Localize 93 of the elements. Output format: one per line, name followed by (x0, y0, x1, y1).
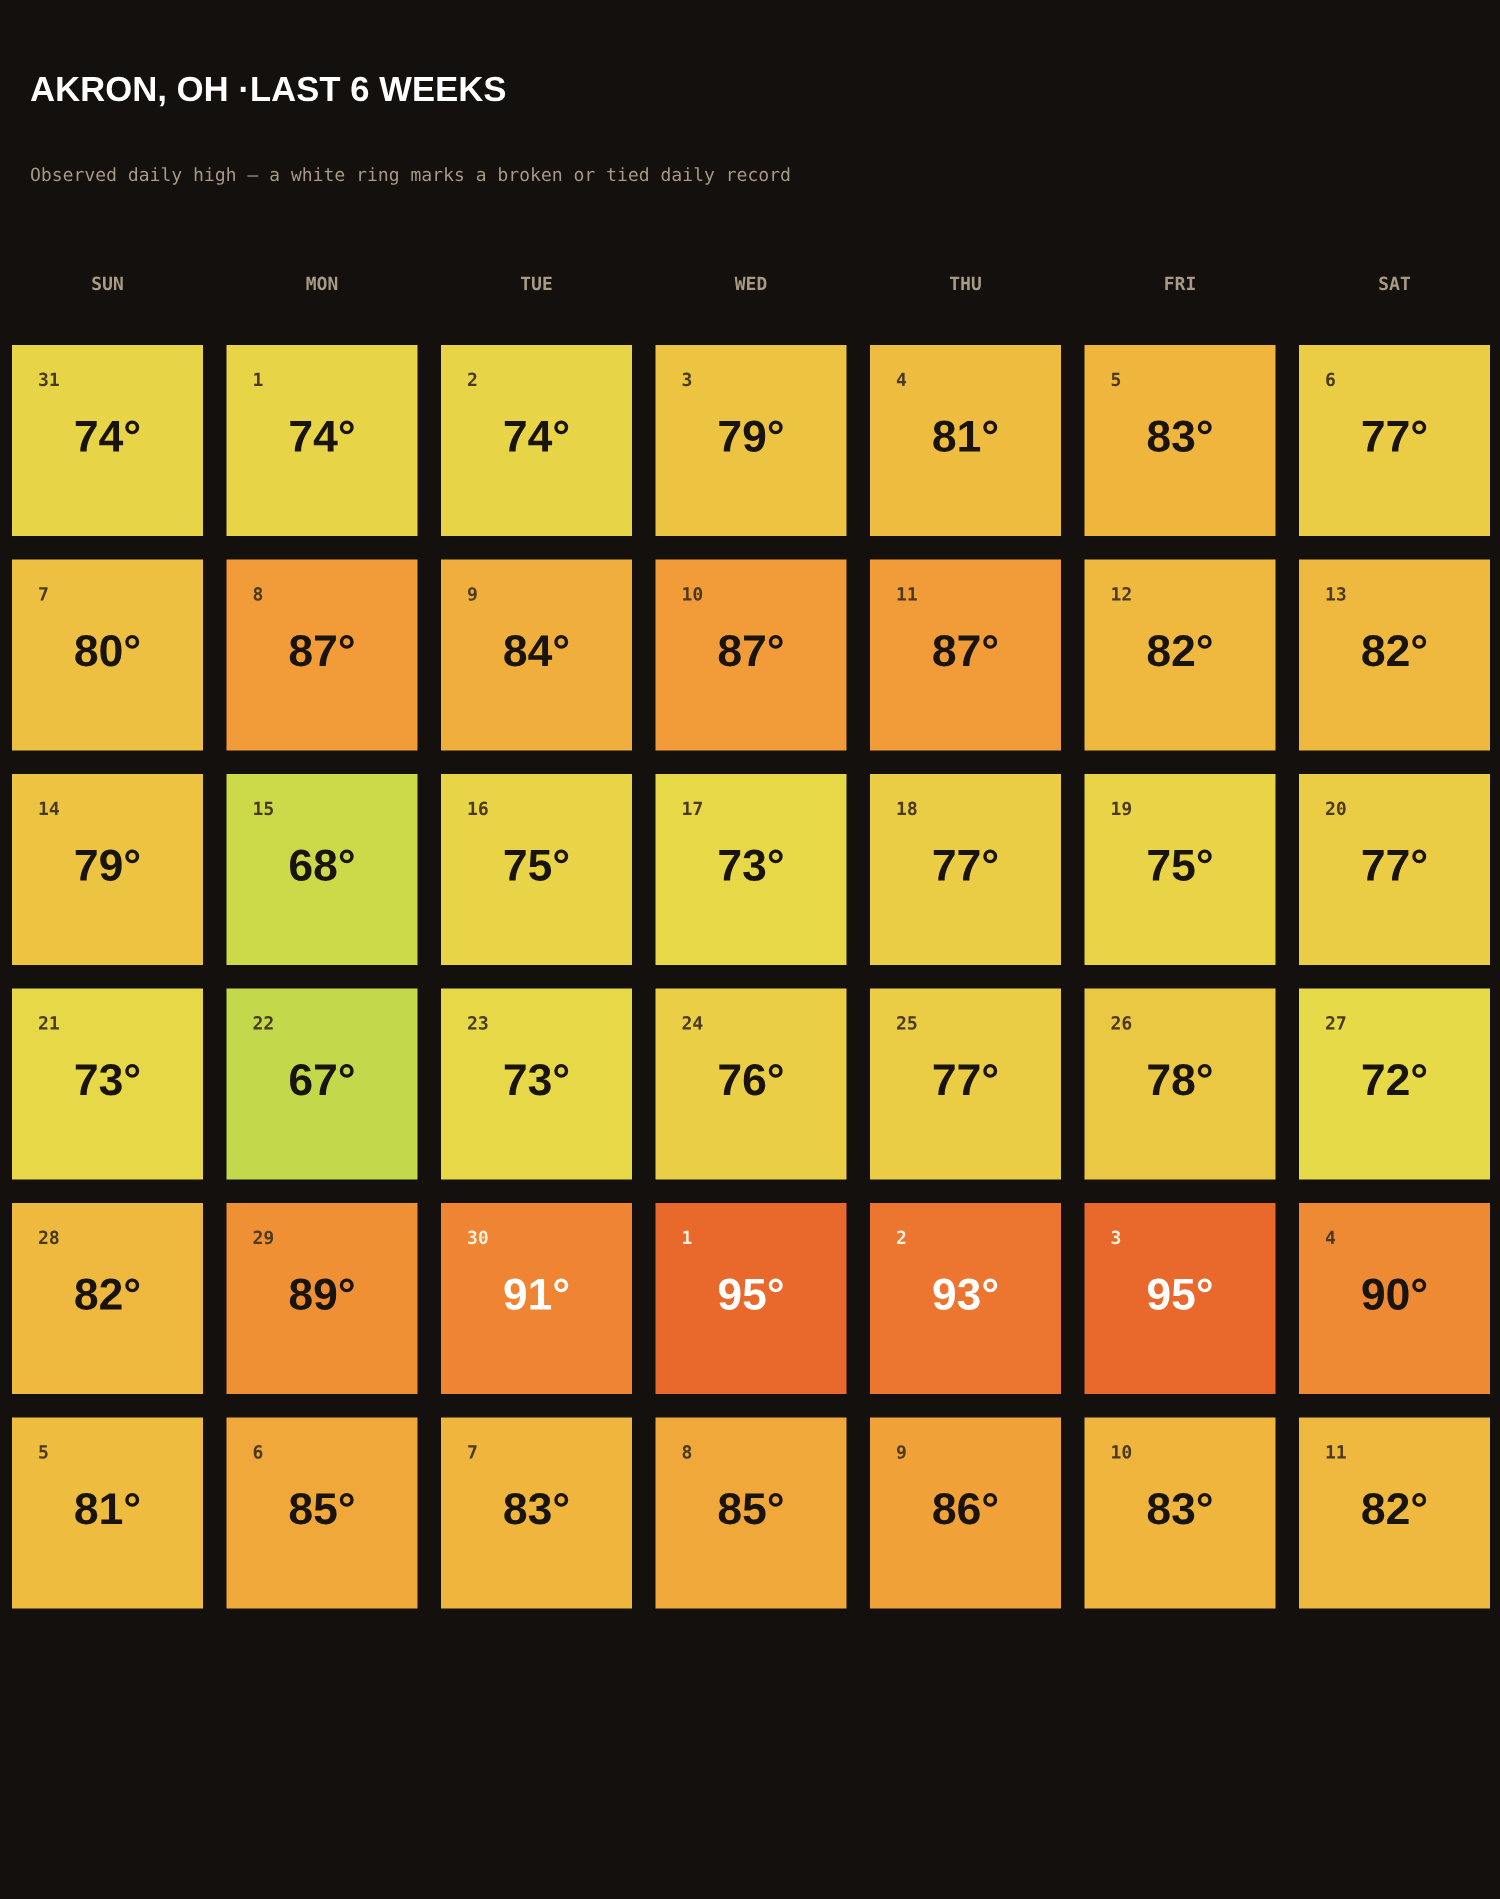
annotation: 25 (897, 1016, 917, 1030)
data-label: 74° (504, 420, 569, 452)
annotation: 2 (897, 1230, 906, 1244)
data-label: 77° (933, 1064, 998, 1095)
data-label: 72° (1362, 1063, 1427, 1095)
data-label: 83° (504, 1492, 569, 1525)
annotation: 29 (253, 1230, 274, 1245)
annotation: 8 (682, 1445, 692, 1459)
data-label: 85° (718, 1492, 783, 1525)
annotation: 17 (683, 801, 702, 815)
data-label: 73° (719, 849, 783, 881)
annotation: 28 (39, 1230, 59, 1245)
annotation: 27 (1326, 1016, 1346, 1030)
annotation: 1 (683, 1230, 692, 1244)
data-label: 77° (1362, 420, 1427, 452)
data-label: 89° (289, 1278, 354, 1310)
data-label: 77° (1362, 849, 1427, 881)
x-tick-label: SUN (92, 276, 123, 291)
annotation: 9 (467, 587, 477, 601)
data-label: 78° (1148, 1063, 1212, 1096)
data-label: 87° (289, 634, 354, 667)
data-label: 67° (290, 1063, 354, 1096)
x-tick-label: FRI (1165, 276, 1195, 290)
data-label: 75° (1148, 849, 1212, 881)
data-label: 75° (504, 849, 569, 881)
annotation: 13 (1326, 587, 1346, 601)
annotation: 24 (682, 1016, 703, 1030)
data-label: 74° (75, 420, 140, 452)
annotation: 7 (468, 1445, 477, 1459)
chart-subtitle: Observed daily high — a white ring marks a broken or tied daily record (31, 167, 790, 185)
data-label: 84° (504, 634, 569, 667)
chart-title: AKRON, OH ·LAST 6 WEEKS (30, 76, 506, 107)
data-label: 79° (75, 849, 140, 881)
data-label: 74° (290, 420, 354, 452)
data-label: 87° (718, 634, 783, 667)
annotation: 9 (896, 1445, 906, 1459)
annotation: 8 (253, 587, 263, 601)
annotation: 10 (1112, 1445, 1132, 1459)
annotation: 16 (468, 801, 488, 816)
annotation: 31 (39, 372, 59, 387)
data-label: 76° (719, 1063, 783, 1096)
annotation: 4 (896, 372, 907, 386)
annotation: 6 (253, 1445, 263, 1459)
data-label: 77° (933, 849, 998, 881)
annotation: 6 (1326, 372, 1335, 387)
data-label: 86° (933, 1492, 998, 1525)
data-label: 82° (1362, 634, 1427, 667)
annotation: 22 (253, 1016, 273, 1030)
annotation: 20 (1326, 801, 1346, 816)
x-tick-label: MON (306, 276, 338, 291)
data-label: 93° (933, 1278, 998, 1310)
data-label: 85° (289, 1492, 354, 1525)
annotation: 12 (1112, 587, 1131, 601)
x-tick-label: WED (734, 276, 767, 290)
annotation: 3 (1111, 1230, 1121, 1245)
data-label: 81° (933, 420, 998, 452)
annotation: 18 (897, 801, 917, 816)
annotation: 4 (1325, 1230, 1336, 1244)
data-label: 79° (719, 420, 783, 452)
annotation: 30 (468, 1230, 488, 1245)
annotation: 11 (897, 587, 917, 601)
data-label: 91° (504, 1278, 569, 1310)
x-tick-label: THU (949, 276, 981, 291)
annotation: 5 (39, 1445, 48, 1459)
x-tick-label: TUE (520, 276, 552, 291)
annotation: 19 (1112, 801, 1132, 816)
annotation: 1 (254, 372, 263, 386)
data-label: 82° (75, 1278, 140, 1310)
annotation: 11 (1326, 1445, 1346, 1459)
data-label: 95° (718, 1278, 783, 1310)
data-label: 83° (1147, 420, 1212, 452)
data-label: 73° (504, 1063, 569, 1096)
data-label: 68° (290, 849, 354, 881)
annotation: 7 (39, 587, 48, 601)
data-label: 95° (1147, 1278, 1212, 1310)
data-label: 73° (75, 1063, 140, 1096)
x-tick-label: SAT (1379, 276, 1411, 291)
annotation: 10 (683, 587, 703, 601)
data-label: 83° (1147, 1492, 1212, 1525)
annotation: 23 (468, 1016, 488, 1030)
annotation: 2 (468, 372, 477, 386)
data-label: 80° (75, 634, 140, 667)
annotation: 5 (1111, 372, 1121, 387)
annotation: 21 (39, 1016, 59, 1030)
data-label: 82° (1147, 634, 1212, 667)
data-label: 82° (1362, 1492, 1427, 1525)
annotation: 26 (1111, 1016, 1132, 1030)
annotation: 14 (39, 801, 59, 815)
annotation: 15 (254, 801, 274, 816)
data-label: 90° (1362, 1278, 1427, 1310)
annotation: 3 (682, 372, 692, 387)
data-label: 81° (75, 1492, 140, 1525)
data-label: 87° (933, 634, 998, 667)
